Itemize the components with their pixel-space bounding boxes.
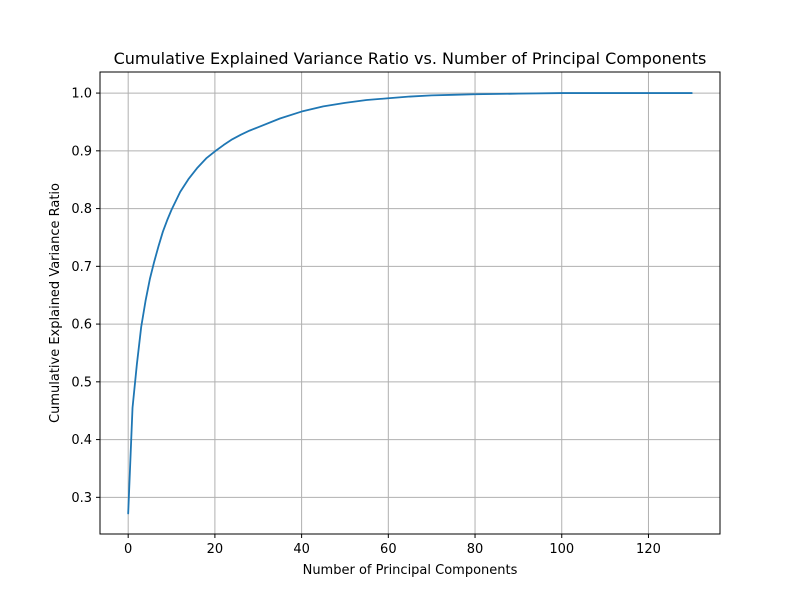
ticks: 0 20 40 60 80 100 120 0.3 0.4 0.5 0.6 0.7 0.8 0.9 1.0	[71, 87, 661, 557]
y-tick-label: 0.5	[71, 375, 92, 390]
x-axis-label: Number of Principal Components	[303, 563, 518, 578]
x-tick-label: 40	[293, 542, 310, 557]
grid	[100, 72, 720, 534]
series-line	[127, 92, 693, 515]
x-tick-label: 0	[124, 542, 132, 557]
x-tick-label: 60	[380, 542, 397, 557]
y-tick-label: 1.0	[71, 87, 92, 102]
y-tick-label: 0.8	[71, 202, 92, 217]
y-tick-label: 0.7	[71, 260, 92, 275]
x-tick-label: 100	[549, 542, 574, 557]
chart-title: Cumulative Explained Variance Ratio vs. …	[114, 49, 707, 68]
y-axis-label: Cumulative Explained Variance Ratio	[48, 183, 63, 423]
x-tick-label: 80	[467, 542, 484, 557]
x-tick-label: 120	[636, 542, 661, 557]
y-tick-label: 0.6	[71, 318, 92, 333]
x-tick-label: 20	[207, 542, 224, 557]
y-tick-label: 0.4	[71, 433, 92, 448]
series-layer	[127, 92, 693, 515]
y-tick-label: 0.3	[71, 491, 92, 506]
plot-frame	[99, 71, 721, 535]
y-tick-label: 0.9	[71, 144, 92, 159]
